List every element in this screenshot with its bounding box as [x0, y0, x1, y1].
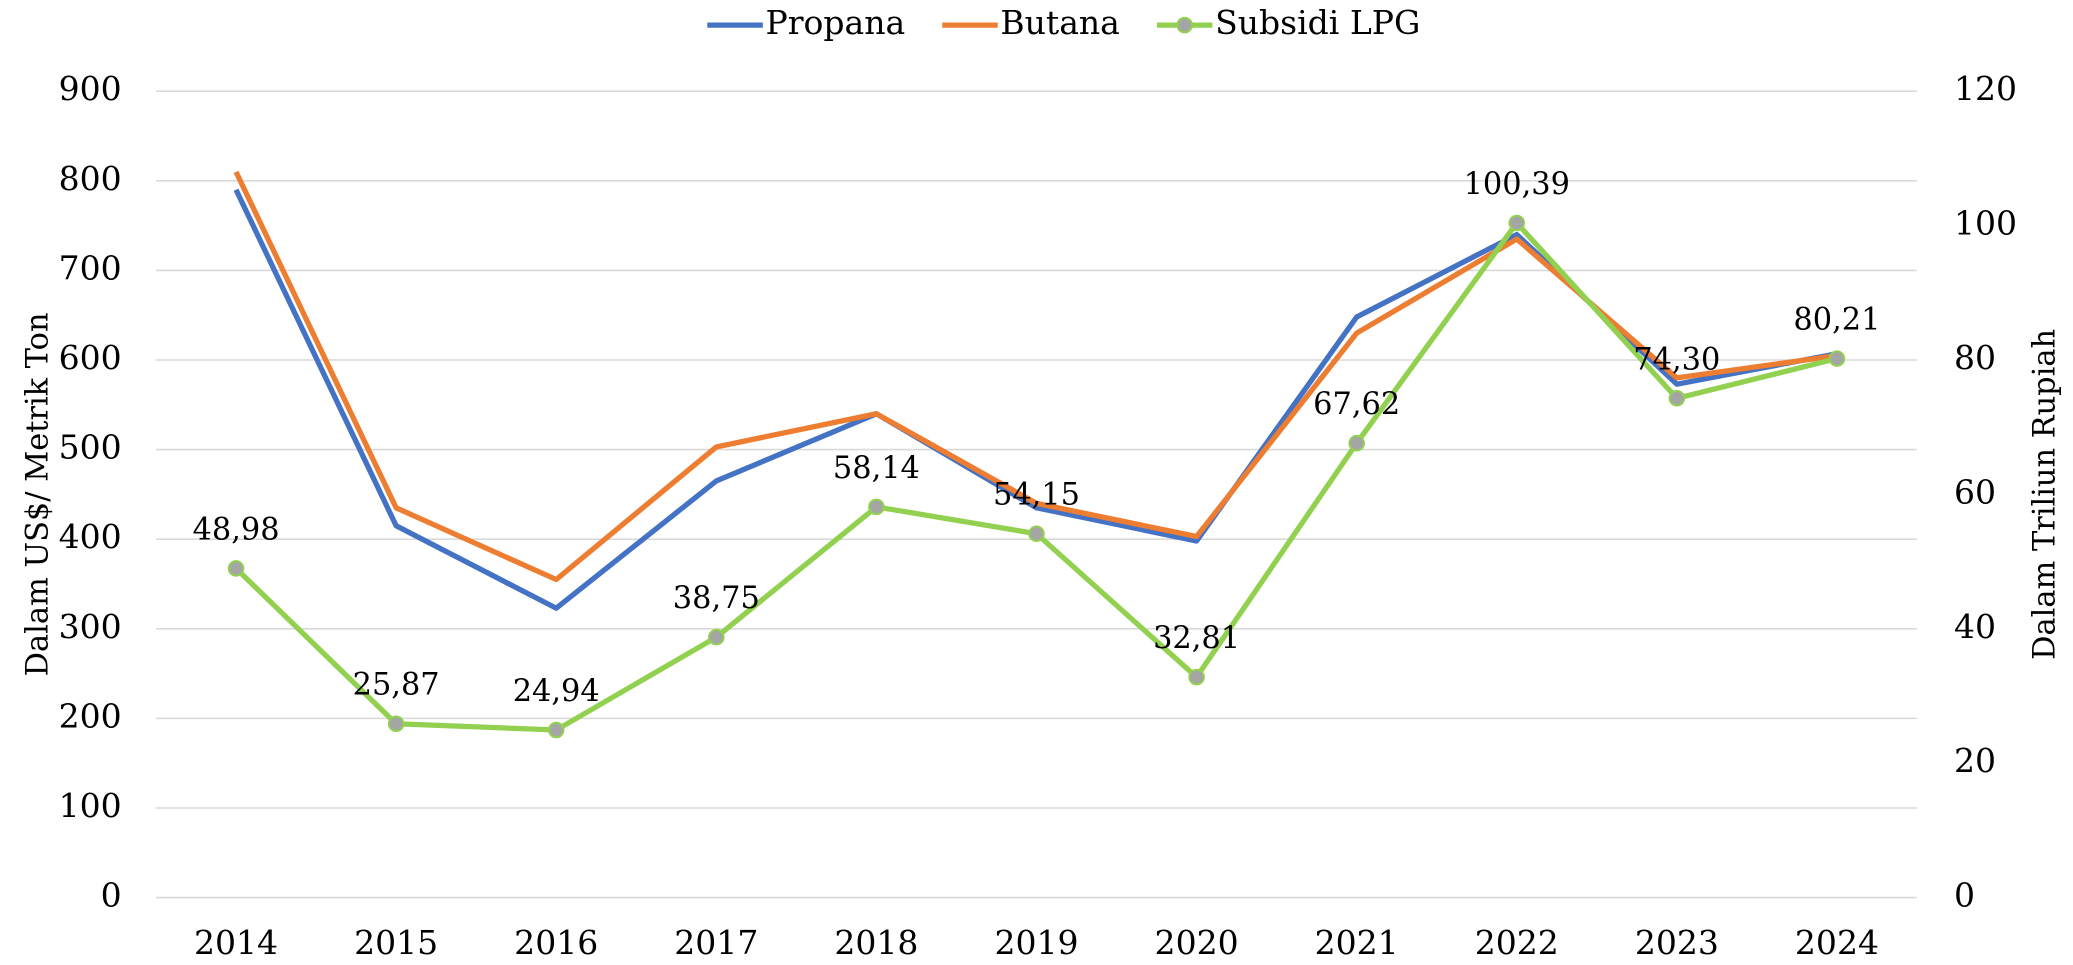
data-label: 25,87 — [353, 668, 440, 703]
y-tick-label: 300 — [59, 607, 122, 646]
marker — [1668, 390, 1686, 407]
y-tick-label: 200 — [59, 696, 122, 735]
legend-label: Subsidi LPG — [1215, 3, 1420, 42]
data-label: 100,39 — [1464, 167, 1570, 202]
y-tick-label: 100 — [59, 786, 122, 825]
marker — [708, 628, 725, 646]
marker — [1028, 525, 1045, 542]
y2-tick-label: 120 — [1954, 69, 2017, 108]
y2-axis-label: Dalam Triliun Rupiah — [2028, 329, 2063, 660]
y2-tick-label: 60 — [1954, 472, 1996, 511]
y-tick-label: 900 — [59, 69, 122, 108]
data-label: 54,15 — [993, 478, 1080, 513]
y2-tick-label: 0 — [1954, 876, 1975, 915]
series-line — [234, 220, 1838, 733]
y-tick-label: 500 — [59, 428, 122, 467]
y2-tick-label: 40 — [1954, 607, 1996, 646]
y-tick-label: 700 — [59, 248, 122, 287]
y-tick-label: 800 — [59, 159, 122, 198]
series-line — [233, 170, 1838, 583]
y-tick-label: 400 — [59, 517, 122, 556]
data-label: 32,81 — [1153, 621, 1240, 656]
marker — [387, 715, 405, 733]
data-label: 48,98 — [193, 512, 280, 547]
x-tick-label: 2020 — [1155, 923, 1239, 962]
marker — [1828, 350, 1846, 367]
legend-label: Butana — [1000, 3, 1119, 42]
x-tick-label: 2023 — [1635, 923, 1719, 962]
x-tick-label: 2022 — [1475, 923, 1559, 962]
x-tick-label: 2017 — [674, 923, 758, 962]
y2-tick-label: 100 — [1954, 204, 2017, 243]
legend-label: Propana — [765, 3, 905, 42]
x-tick-label: 2018 — [834, 923, 918, 962]
x-tick-label: 2019 — [994, 923, 1078, 962]
marker — [1508, 214, 1526, 232]
y-tick-label: 0 — [101, 876, 122, 915]
data-label: 38,75 — [673, 581, 760, 616]
y2-tick-label: 80 — [1954, 338, 1996, 377]
x-tick-label: 2016 — [514, 923, 598, 962]
data-label: 67,62 — [1313, 387, 1400, 422]
data-label: 58,14 — [833, 451, 920, 486]
y-axis-label: Dalam US$/ Metrik Ton — [21, 312, 56, 676]
marker — [547, 721, 565, 739]
data-label: 74,30 — [1633, 342, 1720, 377]
data-label: 24,94 — [513, 674, 600, 709]
marker — [868, 498, 885, 516]
data-label: 80,21 — [1793, 303, 1880, 338]
marker — [1348, 434, 1365, 452]
legend-marker — [1176, 16, 1193, 34]
marker — [1188, 668, 1205, 686]
x-tick-label: 2015 — [354, 923, 438, 962]
x-tick-label: 2024 — [1795, 923, 1879, 962]
x-tick-label: 2014 — [194, 923, 278, 962]
y-tick-label: 600 — [59, 338, 122, 377]
y2-tick-label: 20 — [1954, 741, 1996, 780]
marker — [227, 560, 245, 577]
x-tick-label: 2021 — [1315, 923, 1399, 962]
